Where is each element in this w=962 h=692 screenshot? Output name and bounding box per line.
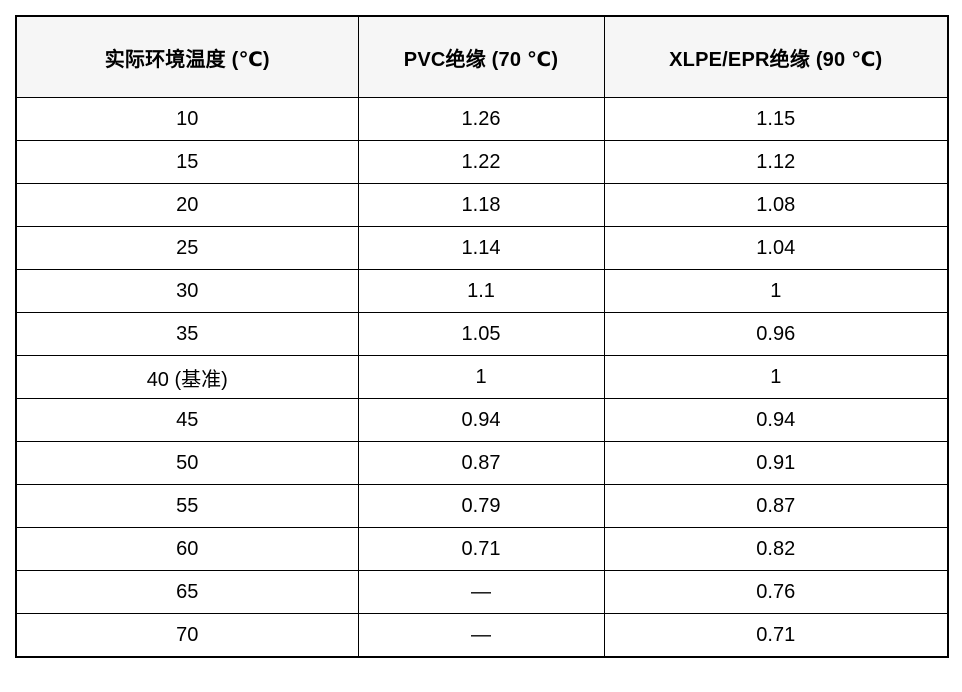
table-cell: 0.96 xyxy=(603,312,949,356)
temperature-correction-table: 实际环境温度 (℃) PVC绝缘 (70 ℃) XLPE/EPR绝缘 (90 ℃… xyxy=(15,15,949,658)
table-cell: 30 xyxy=(15,269,359,313)
column-header-xlpe: XLPE/EPR绝缘 (90 ℃) xyxy=(603,15,949,98)
table-cell: 1.1 xyxy=(357,269,605,313)
table-cell: 1.26 xyxy=(357,97,605,141)
table-cell: 15 xyxy=(15,140,359,184)
table-cell: 1.15 xyxy=(603,97,949,141)
table-row: 30 1.1 1 xyxy=(15,269,949,313)
table-row: 70—0.71 xyxy=(15,613,949,658)
table-cell: 0.82 xyxy=(603,527,949,571)
table-row: 10 1.26 1.15 xyxy=(15,97,949,141)
column-header-temperature: 实际环境温度 (℃) xyxy=(15,15,359,98)
table-cell: 1 xyxy=(603,355,949,399)
table-cell: 1.18 xyxy=(357,183,605,227)
table-header: 实际环境温度 (℃) PVC绝缘 (70 ℃) XLPE/EPR绝缘 (90 ℃… xyxy=(15,15,949,98)
table-cell: 70 xyxy=(15,613,359,658)
table-cell: 55 xyxy=(15,484,359,528)
table-cell: 1.22 xyxy=(357,140,605,184)
table-row: 65—0.76 xyxy=(15,570,949,614)
table-cell: 10 xyxy=(15,97,359,141)
table-cell: 0.87 xyxy=(603,484,949,528)
table-cell: 25 xyxy=(15,226,359,270)
table-row: 15 1.22 1.12 xyxy=(15,140,949,184)
table-cell: 50 xyxy=(15,441,359,485)
table-body: 10 1.26 1.15 15 1.22 1.12 20 1.18 1.08 25 1.14 1.04… xyxy=(15,97,949,658)
table-cell: — xyxy=(357,570,605,614)
table-cell: 1.04 xyxy=(603,226,949,270)
table-row: 25 1.14 1.04 xyxy=(15,226,949,270)
table-row: 35 1.05 0.96 xyxy=(15,312,949,356)
table-row: 60 0.71 0.82 xyxy=(15,527,949,571)
table-cell: 1 xyxy=(603,269,949,313)
table-cell: 0.71 xyxy=(357,527,605,571)
table-row: 40 (基准) 1 1 xyxy=(15,355,949,399)
table-cell: 0.94 xyxy=(357,398,605,442)
table-cell: 40 (基准) xyxy=(15,355,359,399)
table-cell: 0.71 xyxy=(603,613,949,658)
column-header-pvc: PVC绝缘 (70 ℃) xyxy=(357,15,605,98)
table-cell: 60 xyxy=(15,527,359,571)
table-cell: 45 xyxy=(15,398,359,442)
table-cell: 1 xyxy=(357,355,605,399)
table-cell: 0.76 xyxy=(603,570,949,614)
table-cell: 0.94 xyxy=(603,398,949,442)
table-row: 55 0.79 0.87 xyxy=(15,484,949,528)
table-cell: 20 xyxy=(15,183,359,227)
table-cell: 1.14 xyxy=(357,226,605,270)
table-cell: 1.12 xyxy=(603,140,949,184)
table-cell: 0.79 xyxy=(357,484,605,528)
table-row: 50 0.87 0.91 xyxy=(15,441,949,485)
table-row: 20 1.18 1.08 xyxy=(15,183,949,227)
table-cell: 0.91 xyxy=(603,441,949,485)
table-cell: 1.08 xyxy=(603,183,949,227)
table-row: 45 0.94 0.94 xyxy=(15,398,949,442)
table-cell: 1.05 xyxy=(357,312,605,356)
table-cell: — xyxy=(357,613,605,658)
table-cell: 65 xyxy=(15,570,359,614)
header-row: 实际环境温度 (℃) PVC绝缘 (70 ℃) XLPE/EPR绝缘 (90 ℃… xyxy=(15,15,949,98)
table-cell: 0.87 xyxy=(357,441,605,485)
table-cell: 35 xyxy=(15,312,359,356)
